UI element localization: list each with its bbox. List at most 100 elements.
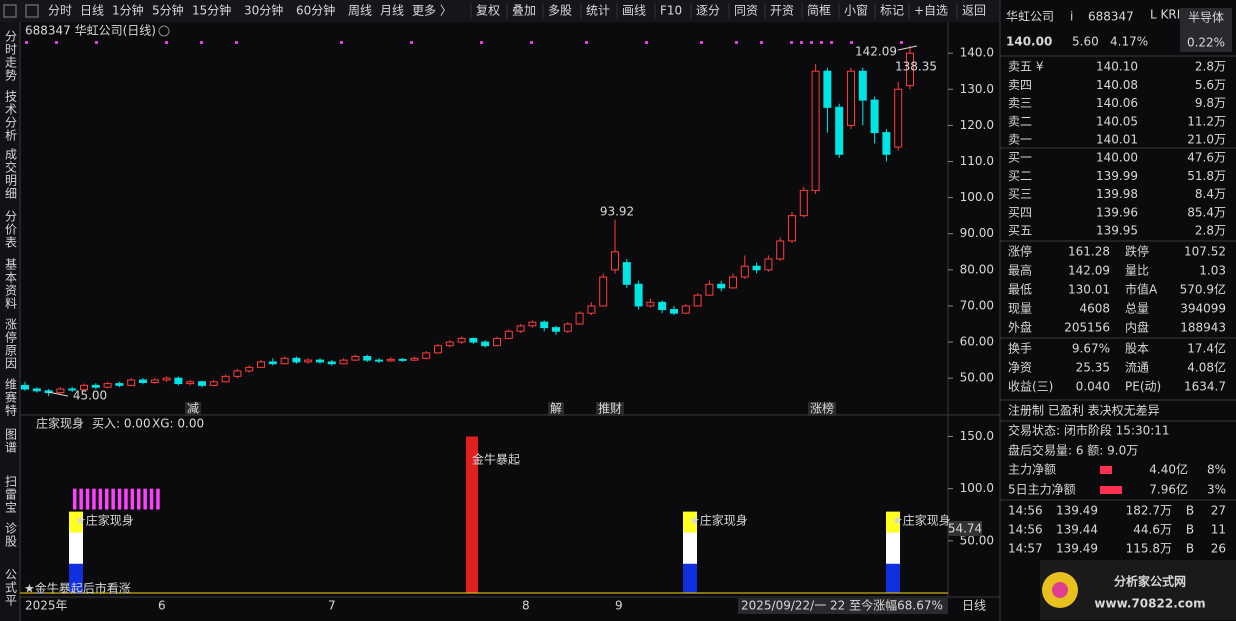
toolbar-item[interactable]: +自选 [914, 4, 948, 18]
y-tick-label: 100.0 [960, 190, 994, 204]
book-price: 140.06 [1096, 96, 1138, 110]
toolbar-item[interactable]: 5分钟 [152, 3, 184, 18]
toolbar-item[interactable]: 逐分 [696, 4, 720, 18]
marker-dot [645, 41, 648, 44]
toolbar-item[interactable]: 更多 〉 [412, 4, 452, 18]
candle-body [56, 388, 65, 394]
side-tab[interactable]: 成交明细 [4, 148, 18, 200]
event-label[interactable]: 涨榜 [810, 401, 834, 416]
tick-time: 14:57 [1008, 542, 1043, 556]
toolbar-item[interactable]: 叠加 [512, 4, 536, 18]
candle-body [799, 189, 808, 217]
stat-value: 1.03 [1199, 264, 1226, 278]
toolbar-item[interactable]: 开资 [770, 4, 794, 18]
pink-bar [85, 488, 90, 510]
side-tab[interactable]: 涨停原因 [4, 317, 18, 370]
x-tick-label: 6 [158, 599, 166, 613]
candle-body [681, 305, 690, 314]
toolbar-item[interactable]: 60分钟 [296, 3, 335, 18]
candle-body [811, 70, 820, 191]
sector-box[interactable] [1180, 8, 1232, 52]
toolbar-item[interactable]: 月线 [380, 4, 404, 18]
side-tab[interactable]: 技术分析 [4, 90, 18, 142]
candle-body [139, 379, 147, 384]
side-tab[interactable]: 扫雷宝 [4, 475, 18, 514]
period[interactable]: 日线 [962, 599, 986, 613]
stock-name: 华虹公司 [1006, 10, 1054, 24]
tick-side: B [1186, 542, 1194, 556]
sector[interactable]: 半导体 [1188, 11, 1224, 25]
toolbar-item[interactable]: 画线 [622, 4, 646, 18]
toolbar-item[interactable]: 同资 [734, 4, 758, 18]
event-box[interactable] [808, 402, 836, 416]
toolbar-item[interactable]: 日线 [80, 4, 104, 18]
stat-value: 142.09 [1068, 264, 1110, 278]
toolbar-item[interactable]: 1分钟 [112, 3, 144, 18]
event-label[interactable]: 减 [187, 402, 199, 416]
side-tab[interactable]: 分价表 [4, 210, 18, 249]
toolbar-item[interactable]: 分时 [48, 4, 72, 18]
sector-pct: 0.22% [1187, 36, 1225, 50]
status-info: 2025/09/22/一 22 至今涨幅68.67% [741, 598, 943, 613]
tick-volume: 115.8万 [1126, 542, 1172, 556]
annotation: 138.35 [895, 60, 937, 74]
event-label[interactable]: 解 [550, 402, 562, 416]
tick-volume: 44.6万 [1133, 523, 1172, 537]
toolbar-item[interactable]: 小窗 [844, 4, 868, 18]
y-tick-label: 50.00 [960, 371, 994, 385]
candle-body [32, 388, 41, 392]
event-box[interactable] [596, 402, 624, 416]
candle-body [186, 381, 195, 385]
tick-side: B [1186, 523, 1194, 537]
candle-body [493, 337, 501, 347]
toolbar-item[interactable]: 标记 [880, 4, 904, 18]
stat-label: 净资 [1008, 361, 1032, 375]
annotation-arrow [897, 45, 918, 51]
stat-label: 量比 [1125, 264, 1149, 278]
book-label: 买三 [1008, 187, 1032, 201]
y-tick-label: 80.00 [960, 262, 994, 276]
price: 140.00 [1006, 35, 1052, 49]
event-box[interactable] [548, 402, 564, 416]
book-volume: 85.4万 [1187, 205, 1226, 219]
bottom-note: ★金牛暴起后市看涨 [24, 581, 131, 596]
toolbar-item[interactable]: 简框 [807, 4, 831, 18]
pink-bar [124, 488, 128, 510]
side-tab[interactable]: 基本资料 [4, 258, 18, 310]
pink-bar [92, 488, 96, 510]
marker-dot [760, 41, 763, 44]
tick-time: 14:56 [1008, 523, 1043, 537]
candle-body [21, 384, 29, 390]
candle-body [823, 70, 832, 108]
event-label[interactable]: 推财 [598, 402, 622, 416]
toolbar-item[interactable]: 多股 [548, 4, 572, 18]
current-value: 54.74 [948, 522, 982, 536]
candle-body [481, 341, 490, 347]
y-tick-label: 140.0 [960, 46, 994, 60]
y-tick-label: 50.00 [960, 533, 994, 547]
toolbar-item[interactable]: 统计 [586, 4, 610, 18]
toolbar-item[interactable]: 15分钟 [192, 3, 231, 18]
legend: 买入: 0.00 [92, 417, 151, 431]
candle-body [363, 356, 372, 361]
tick-side: B [1186, 504, 1194, 518]
marker-dot [850, 41, 853, 44]
toolbar-item[interactable]: 返回 [962, 4, 986, 18]
title-icon [158, 25, 170, 37]
pink-bar [137, 488, 141, 510]
event-box[interactable] [185, 402, 201, 416]
side-tab[interactable]: 图谱 [4, 428, 18, 454]
side-tab[interactable]: 诊股 [4, 522, 18, 548]
side-tab[interactable]: 公式平 [4, 568, 18, 607]
y-tick-label: 130.0 [960, 82, 994, 96]
candle-body [882, 132, 891, 155]
toolbar-item[interactable]: 周线 [348, 4, 372, 18]
side-tab[interactable]: 分时走势 [4, 30, 18, 82]
toolbar-item[interactable]: 30分钟 [244, 3, 283, 18]
annotation: 93.92 [600, 205, 634, 219]
side-tab[interactable]: 维赛特 [4, 378, 18, 417]
toolbar-item[interactable]: 复权 [476, 4, 500, 18]
marker-dot [55, 41, 58, 44]
toolbar-item[interactable]: F10 [660, 4, 682, 18]
